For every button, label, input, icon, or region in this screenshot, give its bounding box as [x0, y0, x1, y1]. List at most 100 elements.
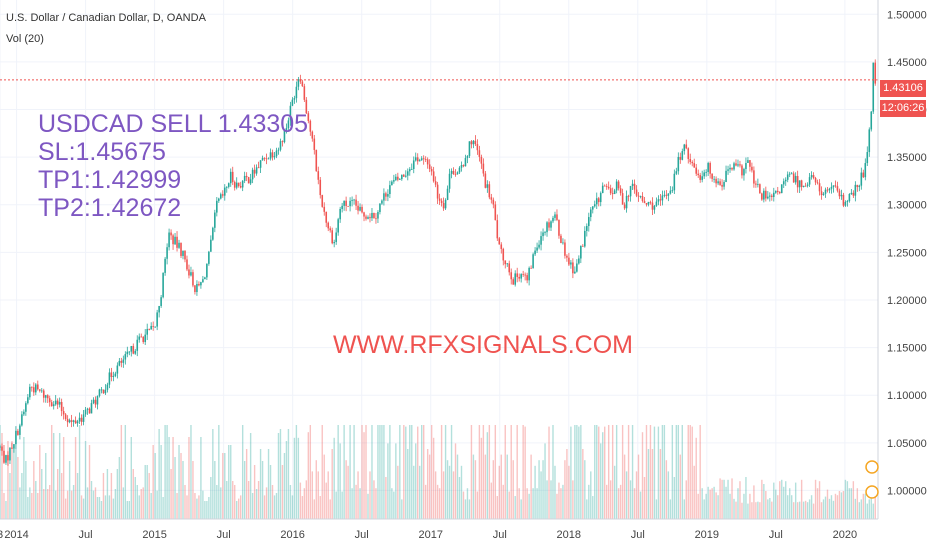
candle-body — [761, 193, 763, 200]
volume-bar — [96, 497, 99, 519]
volume-bar — [713, 486, 715, 519]
volume-bar — [667, 471, 670, 519]
volume-bar — [524, 426, 526, 519]
volume-bar — [15, 449, 17, 519]
candle-body — [613, 190, 616, 195]
candle-body — [687, 148, 690, 159]
volume-bar — [717, 495, 719, 519]
candle-body — [317, 171, 320, 180]
candle-body — [669, 190, 672, 194]
candle-body — [524, 274, 526, 276]
price-axis-label: 1.50000 — [887, 9, 927, 21]
candle-body — [826, 189, 829, 191]
candle-body — [102, 389, 105, 394]
candle-body — [731, 167, 733, 170]
candle-body — [136, 339, 139, 351]
volume-bar — [116, 469, 119, 519]
candle-body — [603, 185, 606, 187]
price-axis-label: 1.20000 — [887, 295, 927, 307]
candle-body — [625, 195, 628, 209]
candle-body — [584, 230, 586, 247]
volume-bar — [45, 453, 47, 519]
candle-body — [82, 414, 85, 422]
volume-bar — [259, 449, 262, 519]
volume-bar — [715, 492, 717, 519]
volume-bar — [552, 425, 554, 519]
us-flag-icon — [865, 460, 879, 474]
time-axis-label: 2017 — [418, 529, 442, 541]
candle-body — [599, 193, 602, 203]
volume-bar — [494, 425, 497, 519]
candle-body — [679, 156, 682, 160]
candle-body — [866, 152, 869, 164]
volume-bar — [838, 491, 841, 519]
candle-body — [162, 272, 164, 298]
candle-body — [661, 195, 664, 201]
volume-bar — [790, 495, 793, 519]
candle-body — [504, 260, 507, 265]
volume-bar — [787, 495, 789, 519]
volume-bar — [208, 497, 210, 519]
candle-body — [810, 175, 813, 178]
volume-bar — [792, 502, 795, 519]
take-profit-2-line: TP2:1.42672 — [38, 194, 182, 222]
candle-body — [277, 149, 280, 151]
candle-body — [792, 173, 795, 183]
candle-body — [536, 247, 538, 251]
volume-bar — [37, 493, 39, 519]
volume-bar — [428, 454, 431, 519]
candle-body — [566, 255, 568, 258]
candle-body — [146, 328, 148, 335]
volume-bar — [747, 503, 749, 519]
candle-body — [170, 232, 172, 236]
volume-bar — [142, 487, 144, 519]
volume-bar — [540, 471, 542, 519]
volume-bar — [401, 499, 403, 519]
chart-grid — [0, 0, 878, 519]
volume-bar — [399, 425, 401, 519]
volume-bar — [816, 488, 819, 519]
candle-body — [375, 218, 377, 220]
candle-body — [772, 192, 775, 197]
time-axis-label: 2018 — [557, 529, 581, 541]
volume-bar — [216, 485, 218, 519]
volume-bar — [490, 482, 493, 519]
volume-bar — [381, 425, 383, 519]
candle-body — [128, 351, 131, 353]
volume-bar — [741, 502, 743, 519]
candle-body — [627, 195, 630, 197]
candle-body — [301, 81, 304, 87]
volume-bar — [735, 501, 737, 519]
volume-bar — [295, 425, 298, 519]
volume-indicator-label[interactable]: Vol (20) — [6, 33, 44, 45]
candle-body — [251, 169, 254, 180]
candle-body — [84, 409, 87, 415]
candle-body — [601, 185, 604, 194]
volume-bar — [703, 499, 705, 519]
volume-bar — [417, 426, 419, 519]
candle-body — [321, 195, 324, 207]
candle-body — [737, 164, 739, 166]
volume-bar — [132, 469, 134, 519]
candle-body — [554, 214, 556, 218]
candle-body — [438, 198, 441, 201]
volume-bar — [484, 454, 487, 519]
volume-bar — [62, 437, 65, 519]
candle-body — [110, 372, 113, 377]
volume-bar — [824, 496, 827, 519]
candle-body — [767, 196, 769, 199]
candle-body — [623, 204, 626, 209]
candle-body — [432, 171, 435, 182]
candle-body — [653, 205, 656, 210]
volume-bar — [452, 471, 455, 519]
volume-bar — [305, 480, 308, 519]
volume-bar — [198, 495, 200, 519]
volume-bar — [136, 485, 138, 519]
candle-body — [786, 174, 789, 180]
candle-body — [856, 184, 859, 188]
volume-bar — [629, 480, 632, 519]
volume-bar — [623, 454, 626, 519]
candle-body — [631, 183, 634, 187]
volume-bar — [413, 465, 415, 519]
